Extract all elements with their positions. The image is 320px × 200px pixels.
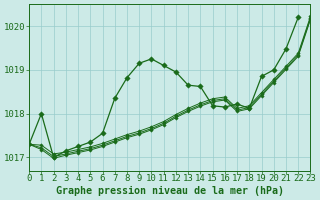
X-axis label: Graphe pression niveau de la mer (hPa): Graphe pression niveau de la mer (hPa) <box>56 186 284 196</box>
